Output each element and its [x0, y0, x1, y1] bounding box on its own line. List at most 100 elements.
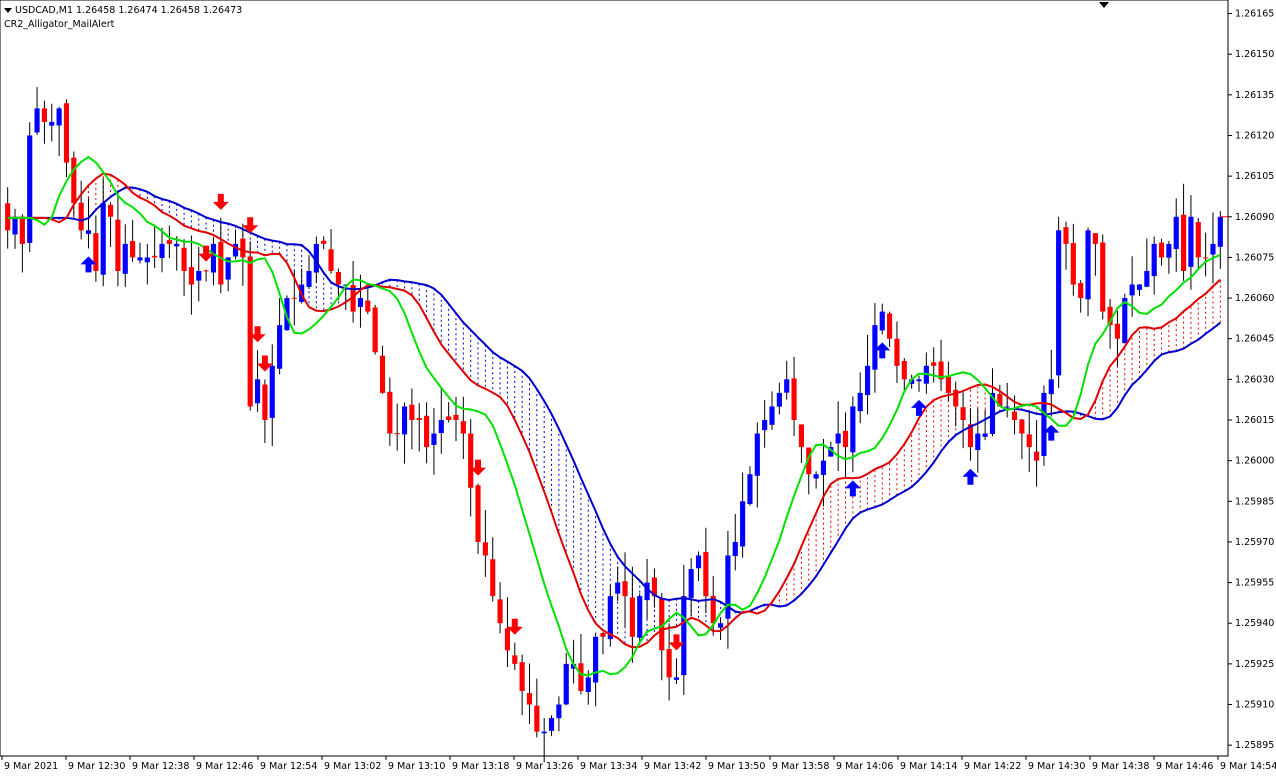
bullish-candle[interactable]: [1041, 385, 1047, 466]
down-arrow-icon[interactable]: [506, 618, 523, 635]
bearish-candle[interactable]: [365, 288, 371, 315]
bullish-candle[interactable]: [813, 471, 819, 489]
bearish-candle[interactable]: [130, 219, 136, 262]
bearish-candle[interactable]: [335, 268, 341, 301]
up-arrow-icon[interactable]: [1043, 424, 1060, 441]
bearish-candle[interactable]: [1034, 420, 1040, 487]
bullish-candle[interactable]: [137, 242, 143, 264]
bearish-candle[interactable]: [328, 228, 334, 274]
bearish-candle[interactable]: [5, 187, 11, 249]
bullish-candle[interactable]: [688, 558, 694, 617]
bullish-candle[interactable]: [1136, 283, 1143, 296]
bullish-candle[interactable]: [879, 303, 885, 335]
bullish-candle[interactable]: [306, 255, 312, 289]
bullish-candle[interactable]: [673, 658, 680, 685]
down-arrow-icon[interactable]: [212, 193, 229, 210]
bullish-candle[interactable]: [277, 298, 283, 375]
bullish-candle[interactable]: [607, 584, 613, 647]
bullish-candle[interactable]: [563, 653, 569, 706]
bearish-candle[interactable]: [504, 597, 511, 668]
bullish-candle[interactable]: [357, 274, 364, 328]
bearish-candle[interactable]: [1195, 217, 1201, 268]
bearish-candle[interactable]: [901, 358, 907, 391]
bullish-candle[interactable]: [85, 198, 92, 249]
bullish-candle[interactable]: [1056, 216, 1062, 388]
bullish-candle[interactable]: [637, 593, 643, 645]
bullish-candle[interactable]: [754, 422, 760, 508]
bullish-candle[interactable]: [210, 236, 217, 286]
bearish-candle[interactable]: [93, 215, 99, 282]
bullish-candle[interactable]: [989, 368, 996, 437]
up-arrow-icon[interactable]: [80, 256, 97, 273]
bearish-candle[interactable]: [1026, 411, 1032, 472]
bearish-candle[interactable]: [997, 384, 1003, 407]
bearish-candle[interactable]: [181, 239, 187, 296]
bullish-candle[interactable]: [864, 334, 871, 415]
bullish-candle[interactable]: [174, 236, 180, 271]
bullish-candle[interactable]: [784, 360, 790, 400]
down-arrow-icon[interactable]: [249, 326, 266, 343]
bullish-candle[interactable]: [1188, 195, 1194, 290]
bearish-candle[interactable]: [350, 261, 356, 323]
bearish-candle[interactable]: [1100, 234, 1106, 320]
bullish-candle[interactable]: [122, 224, 128, 287]
bullish-candle[interactable]: [695, 551, 702, 581]
bearish-candle[interactable]: [497, 582, 503, 634]
bearish-candle[interactable]: [666, 623, 672, 701]
bullish-candle[interactable]: [556, 696, 562, 732]
bearish-candle[interactable]: [379, 345, 386, 394]
bearish-candle[interactable]: [842, 412, 849, 477]
bullish-candle[interactable]: [313, 236, 319, 283]
bearish-candle[interactable]: [1070, 223, 1076, 296]
bullish-candle[interactable]: [1151, 236, 1157, 295]
bearish-candle[interactable]: [203, 269, 209, 282]
bearish-candle[interactable]: [460, 396, 466, 459]
bearish-candle[interactable]: [78, 180, 84, 240]
bullish-candle[interactable]: [732, 513, 738, 571]
bullish-candle[interactable]: [615, 566, 621, 602]
bearish-candle[interactable]: [218, 217, 224, 294]
bullish-candle[interactable]: [27, 122, 33, 253]
bearish-candle[interactable]: [967, 408, 974, 461]
bearish-candle[interactable]: [387, 377, 393, 446]
bullish-candle[interactable]: [850, 396, 856, 473]
bullish-candle[interactable]: [747, 466, 753, 506]
up-arrow-icon[interactable]: [962, 468, 979, 485]
bullish-candle[interactable]: [1085, 227, 1091, 317]
bullish-candle[interactable]: [225, 257, 231, 292]
bearish-candle[interactable]: [247, 241, 253, 411]
bullish-candle[interactable]: [571, 639, 577, 684]
bullish-candle[interactable]: [100, 178, 106, 287]
down-arrow-icon[interactable]: [256, 355, 273, 372]
bearish-candle[interactable]: [424, 402, 430, 464]
bearish-candle[interactable]: [519, 654, 525, 716]
bearish-candle[interactable]: [1203, 232, 1209, 277]
bearish-candle[interactable]: [107, 202, 114, 247]
bearish-candle[interactable]: [41, 100, 47, 144]
bearish-candle[interactable]: [63, 99, 70, 178]
bearish-candle[interactable]: [953, 381, 959, 427]
bearish-candle[interactable]: [512, 642, 518, 670]
bearish-candle[interactable]: [1078, 280, 1084, 313]
bullish-candle[interactable]: [975, 408, 981, 473]
bearish-candle[interactable]: [1158, 238, 1165, 266]
bearish-candle[interactable]: [409, 388, 415, 450]
bearish-candle[interactable]: [1107, 298, 1113, 349]
bullish-candle[interactable]: [232, 229, 239, 260]
bearish-candle[interactable]: [651, 568, 657, 608]
bullish-candle[interactable]: [431, 407, 437, 475]
bearish-candle[interactable]: [490, 537, 496, 602]
bullish-candle[interactable]: [769, 391, 775, 430]
bullish-candle[interactable]: [438, 387, 444, 454]
bullish-candle[interactable]: [144, 244, 150, 285]
bearish-candle[interactable]: [372, 304, 378, 355]
bullish-candle[interactable]: [872, 302, 878, 393]
bearish-candle[interactable]: [321, 236, 327, 250]
bullish-candle[interactable]: [541, 718, 547, 763]
bullish-candle[interactable]: [857, 372, 863, 424]
bullish-candle[interactable]: [12, 208, 18, 249]
symbol-row[interactable]: USDCAD,M1 1.26458 1.26474 1.26458 1.2647…: [4, 4, 242, 18]
bearish-candle[interactable]: [152, 224, 158, 268]
bearish-candle[interactable]: [600, 632, 606, 655]
